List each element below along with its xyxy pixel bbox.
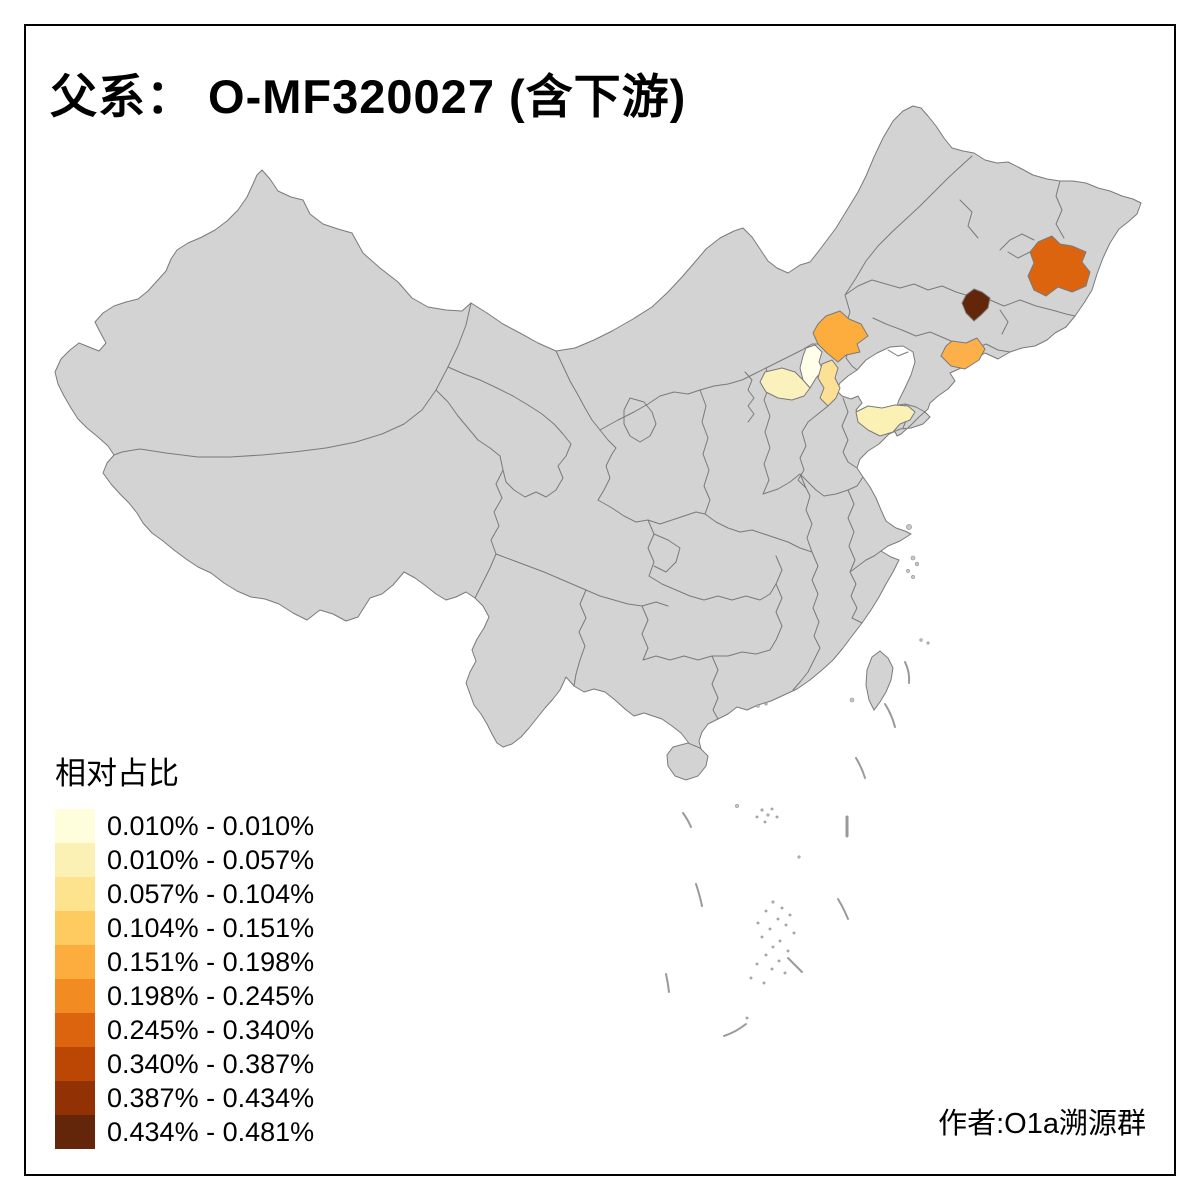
legend-swatch [55,1081,95,1115]
legend-label: 0.057% - 0.104% [107,879,315,909]
legend-item: 0.245% - 0.340% [55,1013,314,1047]
nine-dash-line [665,661,911,1037]
hainan-island [666,742,709,781]
legend-label: 0.245% - 0.340% [107,1015,315,1045]
legend-swatch [55,979,95,1013]
legend-swatch [55,1115,95,1149]
legend-label: 0.198% - 0.245% [107,981,315,1011]
legend-label: 0.104% - 0.151% [107,913,315,943]
legend-swatch [55,945,95,979]
legend-item: 0.151% - 0.198% [55,945,314,979]
legend-label: 0.387% - 0.434% [107,1083,315,1113]
legend-label: 0.340% - 0.387% [107,1049,315,1079]
page-title: 父系： O-MF320027 (含下游) [50,70,687,123]
region-liaoning-southeast [940,337,986,370]
legend-item: 0.010% - 0.057% [55,843,314,877]
legend-item: 0.104% - 0.151% [55,911,314,945]
taiwan-island [865,650,894,711]
legend-label: 0.010% - 0.010% [107,811,315,841]
legend-label: 0.151% - 0.198% [107,947,315,977]
china-mainland [54,105,1142,758]
legend-swatch [55,877,95,911]
region-jilin-central [961,288,991,322]
south-china-sea-islands [735,524,930,1020]
legend: 相对占比 0.010% - 0.010% 0.010% - 0.057% 0.0… [55,748,314,1149]
legend-item: 0.010% - 0.010% [55,809,314,843]
legend-item: 0.434% - 0.481% [55,1115,314,1149]
province-borders [113,155,1076,720]
legend-item: 0.340% - 0.387% [55,1047,314,1081]
legend-item: 0.057% - 0.104% [55,877,314,911]
legend-title: 相对占比 [55,756,179,791]
legend-swatch [55,809,95,843]
region-hebei-central [759,367,811,401]
legend-swatch [55,911,95,945]
region-shandong-peninsula [855,404,916,437]
legend-label: 0.010% - 0.057% [107,845,315,875]
region-hebei-north [812,310,869,363]
region-beijing [799,344,824,389]
legend-swatch [55,843,95,877]
legend-swatch [55,1047,95,1081]
legend-item: 0.198% - 0.245% [55,979,314,1013]
attribution-text: 作者:O1a溯源群 [938,1108,1146,1140]
legend-swatch [55,1013,95,1047]
legend-item: 0.387% - 0.434% [55,1081,314,1115]
legend-label: 0.434% - 0.481% [107,1117,315,1147]
region-heilongjiang-east [1027,235,1091,297]
region-tianjin [817,359,841,407]
